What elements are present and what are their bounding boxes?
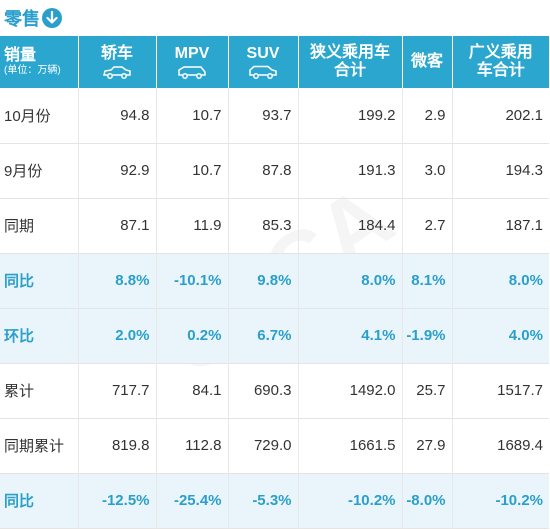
- table-cell: 187.1: [451, 198, 549, 253]
- table-cell: -10.2%: [451, 473, 549, 528]
- table-cell: 85.3: [227, 198, 298, 253]
- header-col-label: 轿车: [100, 45, 133, 62]
- table-row: 9月份 92.9 10.7 87.8 191.3 3.0 194.3: [0, 143, 549, 198]
- table-cell: 1661.5: [297, 418, 402, 473]
- table-cell: 6.7%: [227, 308, 298, 363]
- title-bar: 零售: [0, 0, 550, 36]
- table-cell: 8.8%: [77, 253, 156, 308]
- row-label: 9月份: [4, 163, 43, 180]
- table-cell: 717.7: [77, 363, 156, 418]
- table-cell: -5.3%: [227, 473, 298, 528]
- table-cell: 10.7: [155, 143, 228, 198]
- table-row: 同比 8.8% -10.1% 9.8% 8.0% 8.1% 8.0%: [0, 253, 549, 308]
- table-cell: 184.4: [297, 198, 402, 253]
- row-label: 环比: [4, 328, 35, 345]
- table-cell: 87.8: [227, 143, 298, 198]
- table-header-row: 销量 (单位：万辆) 轿车 MPV SUV: [0, 36, 549, 88]
- table-cell: 3.0: [401, 143, 452, 198]
- header-col-label: MPV: [174, 45, 210, 62]
- table-cell: 2.7: [401, 198, 452, 253]
- table-cell: 729.0: [227, 418, 298, 473]
- header-col-label: 微客: [410, 53, 443, 70]
- header-col-label: SUV: [246, 45, 280, 62]
- table-cell: 4.0%: [451, 308, 549, 363]
- table-row: 同期累计 819.8 112.8 729.0 1661.5 27.9 1689.4: [0, 418, 549, 473]
- table-cell: 1517.7: [451, 363, 549, 418]
- table-cell: -10.2%: [297, 473, 402, 528]
- table-cell: 87.1: [77, 198, 156, 253]
- table-cell: 2.9: [401, 88, 452, 143]
- table-cell: 8.1%: [401, 253, 452, 308]
- table-cell: 11.9: [155, 198, 228, 253]
- row-label: 同期: [4, 218, 35, 235]
- table-cell: 194.3: [451, 143, 549, 198]
- table-cell: 2.0%: [77, 308, 156, 363]
- table-row: 环比 2.0% 0.2% 6.7% 4.1% -1.9% 4.0%: [0, 308, 549, 363]
- table-row: 同比 -12.5% -25.4% -5.3% -10.2% -8.0% -10.2%: [0, 473, 549, 528]
- table-cell: 9.8%: [227, 253, 298, 308]
- header-col-narrow-total: 狭义乘用车合计: [297, 36, 402, 88]
- table-cell: 1492.0: [297, 363, 402, 418]
- table-cell: 92.9: [77, 143, 156, 198]
- row-label: 同比: [4, 493, 35, 510]
- header-col-mini: 微客: [401, 36, 452, 88]
- table-cell: 112.8: [155, 418, 228, 473]
- table-row: 同期 87.1 11.9 85.3 184.4 2.7 187.1: [0, 198, 549, 253]
- header-col-label: 广义乘用车合计: [468, 44, 533, 79]
- row-label: 同期累计: [4, 438, 65, 455]
- header-first-cell: 销量 (单位：万辆): [0, 36, 78, 88]
- table-cell: 191.3: [297, 143, 402, 198]
- suv-icon: [249, 65, 277, 79]
- table-cell: -25.4%: [155, 473, 228, 528]
- table-row: 10月份 94.8 10.7 93.7 199.2 2.9 202.1: [0, 88, 549, 143]
- table-cell: 84.1: [155, 363, 228, 418]
- table-row: 累计 717.7 84.1 690.3 1492.0 25.7 1517.7: [0, 363, 549, 418]
- table-cell: 25.7: [401, 363, 452, 418]
- header-col-label: 狭义乘用车合计: [309, 44, 390, 79]
- table-cell: 1689.4: [451, 418, 549, 473]
- table-cell: -10.1%: [155, 253, 228, 308]
- table-cell: 10.7: [155, 88, 228, 143]
- table-cell: 199.2: [297, 88, 402, 143]
- retail-sales-table: 销量 (单位：万辆) 轿车 MPV SUV: [0, 36, 549, 529]
- table-cell: -8.0%: [401, 473, 452, 528]
- row-label: 10月份: [4, 107, 51, 125]
- header-unit-label: (单位：万辆): [4, 65, 61, 76]
- table-cell: 8.0%: [451, 253, 549, 308]
- table-cell: 690.3: [227, 363, 298, 418]
- header-col-suv: SUV: [227, 36, 298, 88]
- table-cell: -1.9%: [401, 308, 452, 363]
- arrow-down-icon: [42, 8, 62, 28]
- row-label: 同比: [4, 273, 35, 290]
- table-cell: 0.2%: [155, 308, 228, 363]
- table-cell: 8.0%: [297, 253, 402, 308]
- header-col-broad-total: 广义乘用车合计: [451, 36, 549, 88]
- header-sales-label: 销量: [4, 47, 37, 64]
- mpv-icon: [178, 66, 206, 79]
- header-col-mpv: MPV: [155, 36, 228, 88]
- table-cell: 819.8: [77, 418, 156, 473]
- table-cell: 4.1%: [297, 308, 402, 363]
- table-cell: 202.1: [451, 88, 549, 143]
- table-cell: 93.7: [227, 88, 298, 143]
- table-cell: 27.9: [401, 418, 452, 473]
- table-cell: 94.8: [77, 88, 156, 143]
- row-label: 累计: [4, 383, 35, 400]
- table-cell: -12.5%: [77, 473, 156, 528]
- header-col-sedan: 轿车: [77, 36, 156, 88]
- sedan-icon: [103, 66, 131, 79]
- page-title: 零售: [4, 9, 40, 29]
